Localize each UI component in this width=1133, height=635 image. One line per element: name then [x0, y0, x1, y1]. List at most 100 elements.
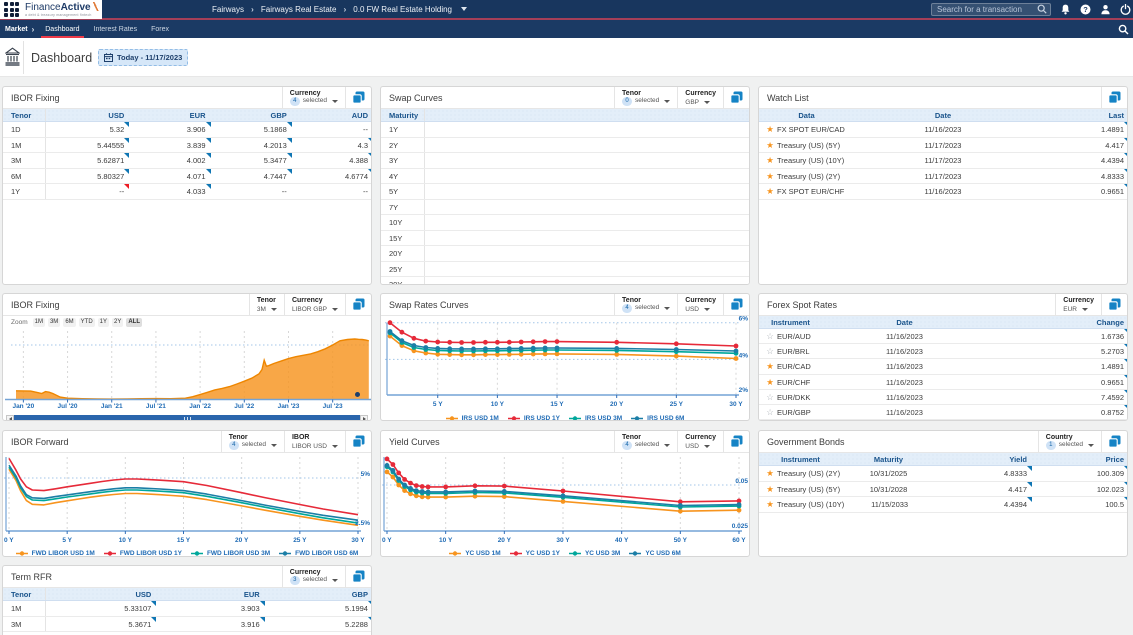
copy-widget-button[interactable]: [1101, 431, 1127, 452]
legend-item[interactable]: IRS USD 1M: [445, 414, 499, 420]
copy-widget-button[interactable]: [723, 294, 749, 315]
zoom-button-1y[interactable]: 1Y: [97, 317, 109, 328]
table-row[interactable]: 3M 5.3671 3.916 5.2288: [3, 616, 371, 632]
legend-item[interactable]: FWD LIBOR USD 1M: [15, 549, 95, 556]
scrollbar-grip[interactable]: [184, 416, 191, 420]
copy-widget-button[interactable]: [345, 294, 371, 315]
star-filled-icon[interactable]: ★: [766, 483, 774, 494]
zoom-button-6m[interactable]: 6M: [63, 317, 76, 328]
zoom-button-ytd[interactable]: YTD: [78, 317, 95, 328]
table-row[interactable]: ★ FX SPOT EUR/CAD 11/16/2023 1.4891: [759, 122, 1127, 138]
ibor-filter-dropdown[interactable]: IBOR LIBOR USD: [283, 431, 345, 452]
column-header[interactable]: GBP: [270, 111, 287, 120]
currency-filter-dropdown[interactable]: Currency LIBOR GBP: [283, 294, 345, 315]
legend-item[interactable]: IRS USD 3M: [568, 414, 622, 420]
app-grid-icon[interactable]: [4, 2, 19, 17]
zoom-button-all[interactable]: ALL: [126, 317, 143, 328]
table-row[interactable]: 1M 5.44555 3.839 4.2013 4.3: [3, 137, 371, 153]
table-row[interactable]: 4Y: [381, 168, 749, 184]
star-filled-icon[interactable]: ★: [766, 468, 774, 478]
legend-item[interactable]: IRS USD 1Y: [507, 414, 560, 420]
table-row[interactable]: ★ EUR/CAD 11/16/2023 1.4891: [759, 359, 1127, 375]
legend-item[interactable]: YC USD 1Y: [509, 549, 560, 556]
copy-widget-button[interactable]: [723, 87, 749, 108]
legend-item[interactable]: FWD LIBOR USD 6M: [279, 549, 358, 556]
star-outline-icon[interactable]: ☆: [766, 346, 774, 357]
table-row[interactable]: ★ Treasury (US) (2Y) 10/31/2025 4.8333 100.3…: [759, 466, 1127, 482]
table-row[interactable]: 5Y: [381, 184, 749, 200]
copy-widget-button[interactable]: [1101, 294, 1127, 315]
column-header[interactable]: Instrument: [771, 318, 810, 327]
legend-item[interactable]: FWD LIBOR USD 1Y: [103, 549, 182, 556]
table-row[interactable]: ☆ EUR/DKK 11/16/2023 7.4592: [759, 389, 1127, 405]
currency-filter-dropdown[interactable]: Currency USD: [677, 294, 723, 315]
breadcrumb-item-fairways-real-estate[interactable]: Fairways Real Estate: [260, 4, 337, 14]
legend-item[interactable]: FWD LIBOR USD 3M: [190, 549, 270, 556]
star-filled-icon[interactable]: ★: [766, 361, 774, 372]
tab-interest-rates[interactable]: Interest Rates: [90, 20, 142, 38]
star-filled-icon[interactable]: ★: [766, 499, 774, 509]
table-row[interactable]: 7Y: [381, 199, 749, 215]
tenor-filter-dropdown[interactable]: Tenor 4 selected: [220, 431, 284, 452]
table-row[interactable]: 6M 5.80327 4.071 4.7447 4.6774: [3, 168, 371, 184]
table-row[interactable]: ★ Treasury (US) (5Y) 11/17/2023 4.417: [759, 137, 1127, 153]
table-row[interactable]: ★ Treasury (US) (2Y) 11/17/2023 4.8333: [759, 168, 1127, 184]
currency-filter-dropdown[interactable]: Currency GBP: [677, 87, 723, 108]
table-row[interactable]: 1Y -- 4.033 -- --: [3, 184, 371, 200]
star-filled-icon[interactable]: ★: [766, 186, 774, 196]
table-row[interactable]: 1M 5.33107 3.903 5.1994: [3, 601, 371, 617]
table-row[interactable]: 20Y: [381, 246, 749, 262]
table-row[interactable]: ★ Treasury (US) (10Y) 11/17/2023 4.4394: [759, 153, 1127, 169]
breadcrumb-item-holding[interactable]: 0.0 FW Real Estate Holding: [353, 4, 453, 14]
table-row[interactable]: ★ FX SPOT EUR/CHF 11/16/2023 0.9651: [759, 184, 1127, 200]
copy-widget-button[interactable]: [345, 87, 371, 108]
country-filter-dropdown[interactable]: Country 1 selected: [1037, 431, 1101, 452]
tenor-filter-dropdown[interactable]: Tenor 4 selected: [614, 431, 677, 452]
nav-search-icon[interactable]: [1118, 20, 1129, 38]
column-header[interactable]: Yield: [1009, 455, 1027, 464]
table-row[interactable]: 15Y: [381, 230, 749, 246]
table-row[interactable]: 1Y: [381, 122, 749, 138]
copy-widget-button[interactable]: [1101, 87, 1127, 108]
table-row[interactable]: ★ Treasury (US) (5Y) 10/31/2028 4.417 102.02…: [759, 481, 1127, 497]
table-row[interactable]: 3M 5.62871 4.002 5.3477 4.388: [3, 153, 371, 169]
table-row[interactable]: 2Y: [381, 137, 749, 153]
column-header[interactable]: Last: [1108, 111, 1124, 120]
currency-filter-dropdown[interactable]: Currency EUR: [1055, 294, 1101, 315]
breadcrumb-caret-icon[interactable]: [461, 7, 468, 11]
star-filled-icon[interactable]: ★: [766, 376, 774, 387]
column-header[interactable]: Change: [1096, 318, 1124, 327]
zoom-button-1m[interactable]: 1M: [32, 317, 45, 328]
currency-filter-dropdown[interactable]: Currency 4 selected: [281, 87, 345, 108]
table-row[interactable]: ★ Treasury (US) (10Y) 11/15/2033 4.4394 100.…: [759, 497, 1127, 513]
star-filled-icon[interactable]: ★: [766, 155, 774, 165]
table-row[interactable]: ☆ EUR/BRL 11/16/2023 5.2703: [759, 344, 1127, 360]
currency-filter-dropdown[interactable]: Currency 3 selected: [281, 566, 345, 587]
table-row[interactable]: ☆ EUR/GBP 11/16/2023 0.8752: [759, 404, 1127, 420]
column-header[interactable]: Price: [1105, 455, 1124, 464]
zoom-button-3m[interactable]: 3M: [47, 317, 61, 328]
column-header[interactable]: Instrument: [781, 455, 820, 464]
currency-filter-dropdown[interactable]: Currency USD: [677, 431, 723, 452]
tab-dashboard[interactable]: Dashboard: [41, 20, 84, 38]
table-row[interactable]: 30Y: [381, 277, 749, 284]
copy-widget-button[interactable]: [345, 431, 371, 452]
chart-navigator-scrollbar[interactable]: [6, 415, 368, 420]
star-outline-icon[interactable]: ☆: [766, 406, 774, 417]
scrollbar-right-arrow[interactable]: [360, 415, 368, 420]
column-header[interactable]: Date: [934, 111, 952, 120]
column-header[interactable]: Tenor: [3, 588, 46, 600]
help-icon[interactable]: ?: [1080, 4, 1091, 15]
tenor-filter-dropdown[interactable]: Tenor 4 selected: [614, 294, 677, 315]
legend-item[interactable]: YC USD 1M: [449, 549, 501, 556]
star-outline-icon[interactable]: ☆: [766, 331, 774, 341]
date-filter-chip[interactable]: Today - 11/17/2023: [98, 49, 189, 66]
column-header[interactable]: Maturity: [873, 455, 904, 464]
copy-widget-button[interactable]: [345, 566, 371, 587]
column-header[interactable]: EUR: [243, 590, 260, 599]
table-row[interactable]: ☆ EUR/AUD 11/16/2023 1.6736: [759, 329, 1127, 345]
column-header[interactable]: Data: [798, 111, 815, 120]
table-row[interactable]: 25Y: [381, 261, 749, 277]
column-header[interactable]: USD: [135, 590, 152, 599]
column-header[interactable]: AUD: [351, 111, 368, 120]
